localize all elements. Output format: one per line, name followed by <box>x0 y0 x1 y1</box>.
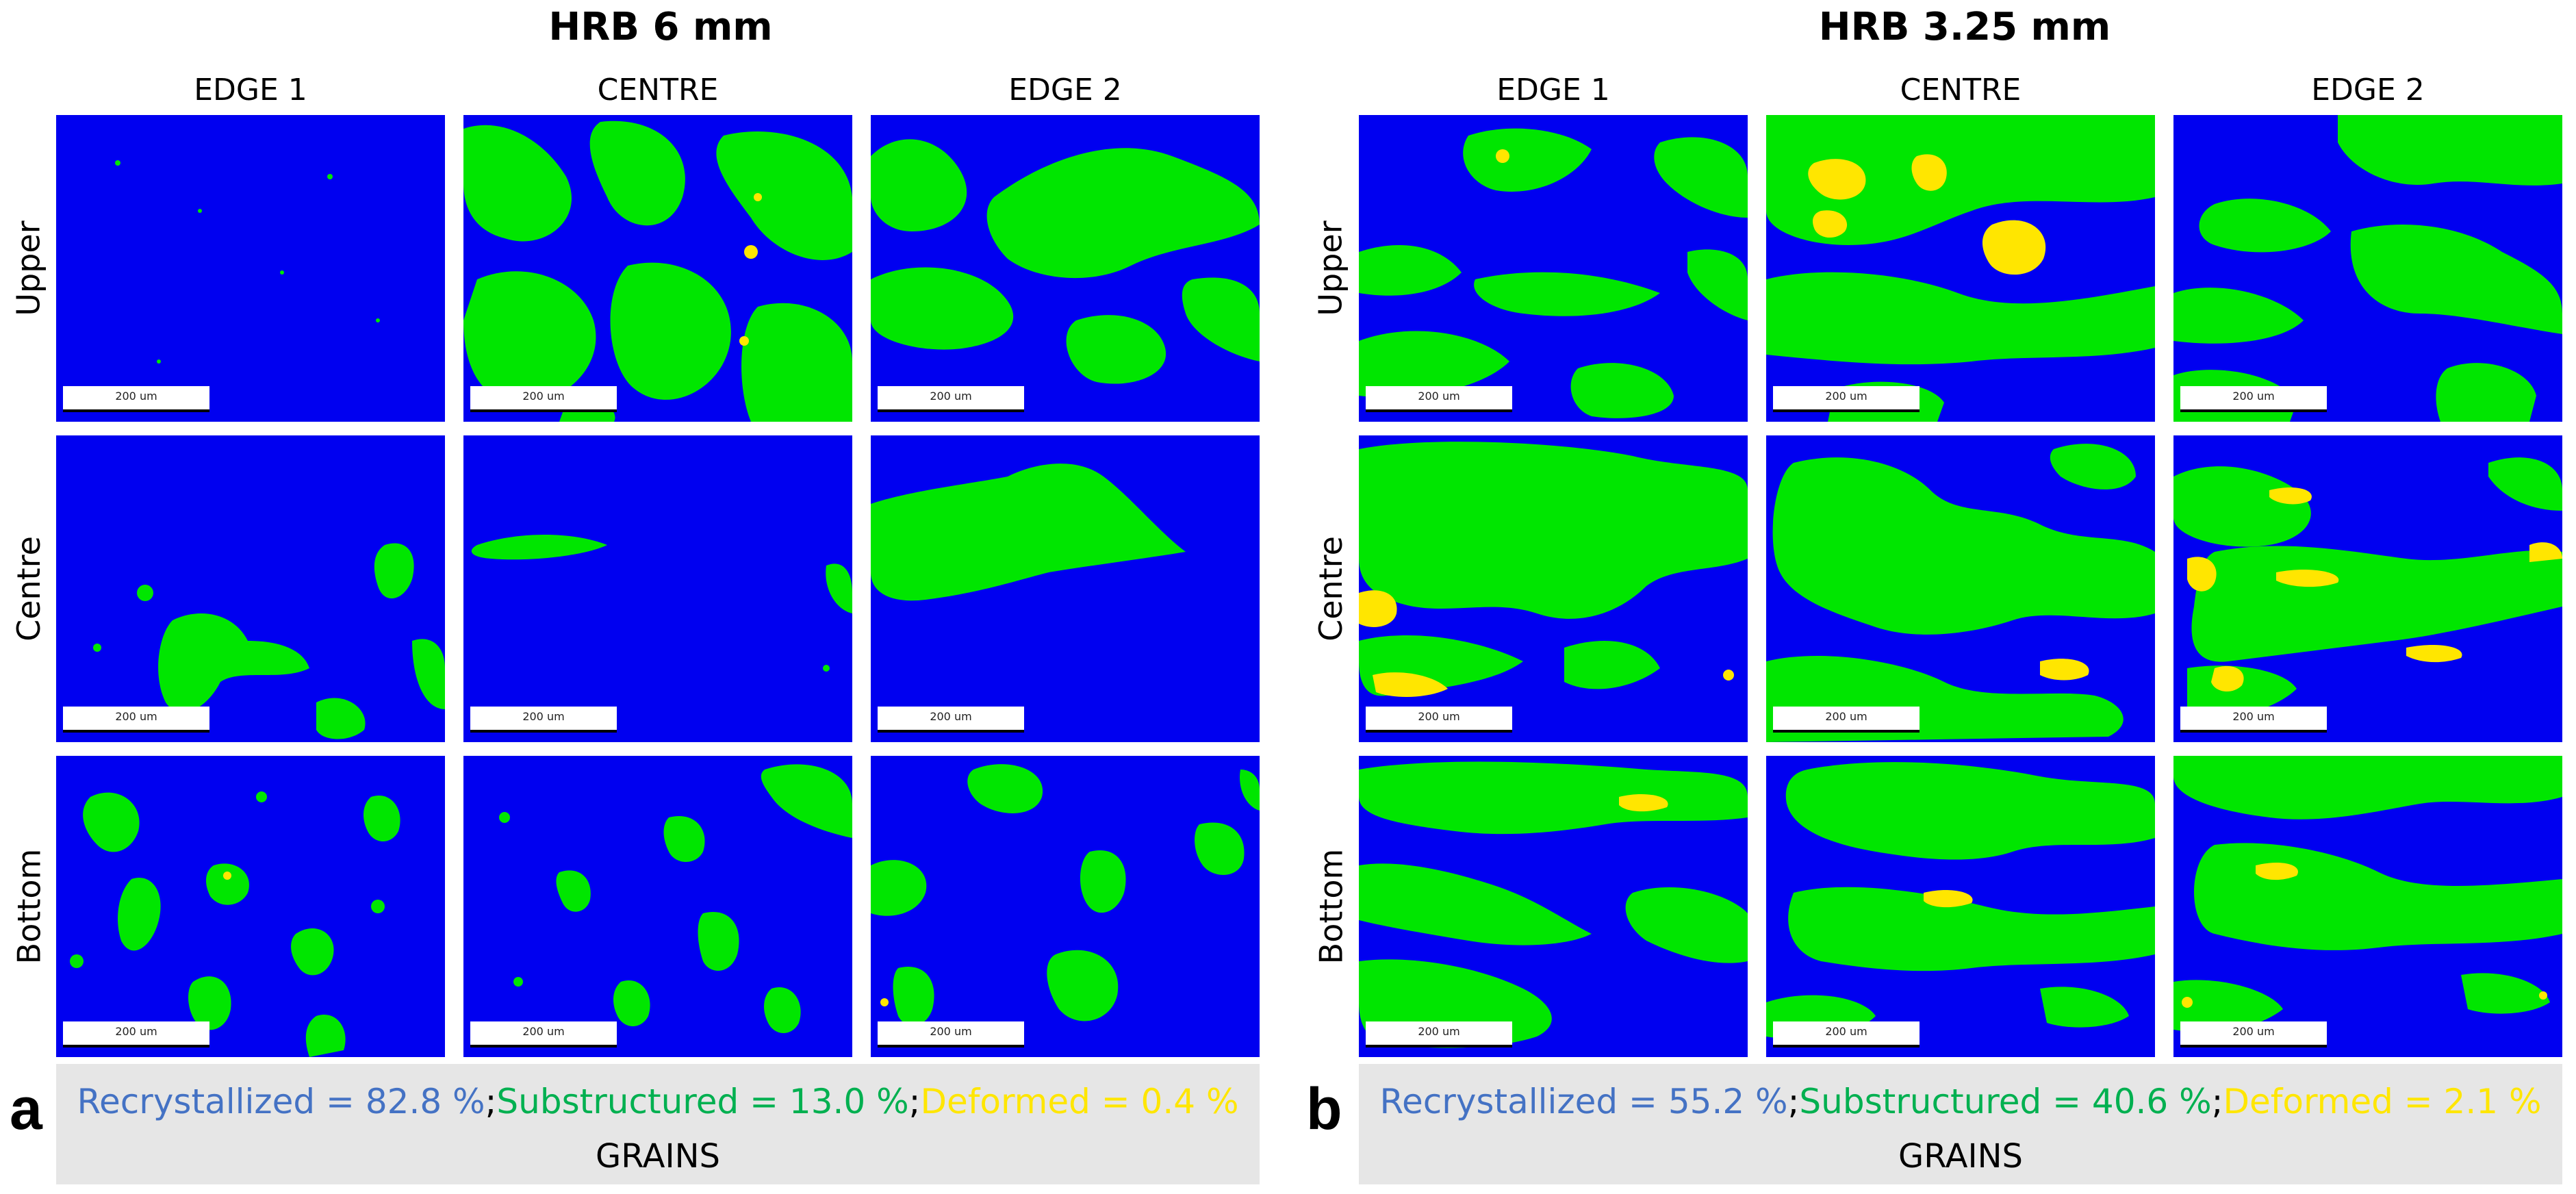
map-b-bottom-centre: 200 um <box>1766 756 2155 1057</box>
grain-map-b-upper-centre <box>1766 115 2155 422</box>
figure-b-row-bottom-text: Bottom <box>1312 848 1350 965</box>
scale-bar: 200 um <box>878 1021 1024 1047</box>
separator: ; <box>908 1082 921 1121</box>
map-b-centre-edge2: 200 um <box>2173 435 2562 742</box>
scale-bar: 200 um <box>1773 707 1920 733</box>
grain-map-a-upper-centre <box>463 120 852 422</box>
scale-bar: 200 um <box>1773 1021 1920 1047</box>
figure-a-col-edge2: EDGE 2 <box>1008 73 1122 107</box>
figure-a-col-centre: CENTRE <box>597 73 719 107</box>
grain-map-b-centre-edge2 <box>2173 457 2562 718</box>
figure-a-grains-label: GRAINS <box>596 1137 720 1176</box>
figure-b-deformed-fraction: Deformed = 2.1 % <box>2223 1082 2542 1121</box>
map-a-centre-edge1: 200 um <box>56 435 445 742</box>
scale-bar: 200 um <box>878 707 1024 733</box>
map-b-upper-edge1: 200 um <box>1359 115 1748 422</box>
figure-b-letter: b <box>1306 1076 1342 1142</box>
map-a-bottom-edge1: 200 um <box>56 756 445 1057</box>
grain-map-a-centre-edge1 <box>93 543 445 739</box>
figure-a-col-edge1: EDGE 1 <box>194 73 307 107</box>
grain-map-b-bottom-centre <box>1766 762 2155 1039</box>
scale-bar: 200 um <box>1366 707 1512 733</box>
figure-b-row-upper: Upper <box>1309 115 1353 422</box>
figure-a-row-upper: Upper <box>7 115 51 422</box>
scale-bar: 200 um <box>63 707 209 733</box>
figure-b-row-bottom: Bottom <box>1309 756 1353 1057</box>
figure-a-fractions: Recrystallized = 82.8 %;Substructured = … <box>56 1071 1260 1132</box>
scale-bar: 200 um <box>2180 707 2327 733</box>
scale-bar: 200 um <box>1773 386 1920 412</box>
figure-a-row-centre-text: Centre <box>10 536 47 642</box>
figure-a-row-bottom: Bottom <box>7 756 51 1057</box>
grain-map-a-centre-centre <box>471 535 852 672</box>
figure-b-fractions: Recrystallized = 55.2 %;Substructured = … <box>1359 1071 2562 1132</box>
grain-map-a-bottom-edge1 <box>70 791 400 1057</box>
grain-map-a-centre-edge2 <box>871 463 1186 601</box>
separator: ; <box>1787 1082 1800 1121</box>
figure-a-footer: Recrystallized = 82.8 %;Substructured = … <box>56 1064 1260 1184</box>
figure-b-grains-label: GRAINS <box>1898 1137 2023 1176</box>
map-b-upper-edge2: 200 um <box>2173 115 2562 422</box>
map-a-upper-edge2: 200 um <box>871 115 1260 422</box>
map-a-upper-centre: 200 um <box>463 115 852 422</box>
figure-b-col-centre: CENTRE <box>1900 73 2022 107</box>
grain-map-a-bottom-centre <box>499 764 852 1033</box>
scale-bar: 200 um <box>1366 1021 1512 1047</box>
figure-b-col-edge1: EDGE 1 <box>1496 73 1610 107</box>
map-a-bottom-edge2: 200 um <box>871 756 1260 1057</box>
separator: ; <box>485 1082 497 1121</box>
figure-a-row-centre: Centre <box>7 435 51 742</box>
scale-bar: 200 um <box>2180 386 2327 412</box>
map-a-upper-edge1: 200 um <box>56 115 445 422</box>
figure-a-title: HRB 6 mm <box>548 5 773 49</box>
grain-map-b-centre-edge1 <box>1359 442 1748 697</box>
grain-map-b-upper-edge2 <box>2173 115 2562 422</box>
scale-bar: 200 um <box>470 707 617 733</box>
figure-a-row-bottom-text: Bottom <box>10 848 48 965</box>
scale-bar: 200 um <box>63 386 209 412</box>
figure-a-deformed-fraction: Deformed = 0.4 % <box>920 1082 1239 1121</box>
scale-bar: 200 um <box>63 1021 209 1047</box>
scale-bar: 200 um <box>470 386 617 412</box>
figure-b-row-centre-text: Centre <box>1312 536 1349 642</box>
grain-map-a-upper-edge1 <box>115 160 380 364</box>
grain-map-b-bottom-edge1 <box>1359 761 1748 1048</box>
figure-b-substructured-fraction: Substructured = 40.6 % <box>1799 1082 2212 1121</box>
grain-map-b-upper-edge1 <box>1359 128 1748 418</box>
figure-b-recrystallized-fraction: Recrystallized = 55.2 % <box>1379 1082 1788 1121</box>
figure-a-substructured-fraction: Substructured = 13.0 % <box>496 1082 909 1121</box>
grain-map-a-bottom-edge2 <box>871 764 1260 1026</box>
figure-b-title: HRB 3.25 mm <box>1818 5 2111 49</box>
grain-map-b-centre-centre <box>1766 444 2155 742</box>
figure-b-footer: Recrystallized = 55.2 %;Substructured = … <box>1359 1064 2562 1184</box>
figure-a-letter: a <box>10 1076 42 1142</box>
grain-map-b-bottom-edge2 <box>2173 756 2562 1032</box>
map-a-centre-centre: 200 um <box>463 435 852 742</box>
map-b-bottom-edge2: 200 um <box>2173 756 2562 1057</box>
scale-bar: 200 um <box>878 386 1024 412</box>
map-b-bottom-edge1: 200 um <box>1359 756 1748 1057</box>
grain-map-a-upper-edge2 <box>871 139 1260 384</box>
map-a-centre-edge2: 200 um <box>871 435 1260 742</box>
figure-b-col-edge2: EDGE 2 <box>2311 73 2425 107</box>
map-a-bottom-centre: 200 um <box>463 756 852 1057</box>
figure-b-row-centre: Centre <box>1309 435 1353 742</box>
scale-bar: 200 um <box>1366 386 1512 412</box>
map-b-centre-edge1: 200 um <box>1359 435 1748 742</box>
map-b-upper-centre: 200 um <box>1766 115 2155 422</box>
map-b-centre-centre: 200 um <box>1766 435 2155 742</box>
figure-b-row-upper-text: Upper <box>1312 220 1349 316</box>
figure-a-recrystallized-fraction: Recrystallized = 82.8 % <box>77 1082 485 1121</box>
figure-a-row-upper-text: Upper <box>10 220 47 316</box>
scale-bar: 200 um <box>2180 1021 2327 1047</box>
scale-bar: 200 um <box>470 1021 617 1047</box>
separator: ; <box>2211 1082 2223 1121</box>
